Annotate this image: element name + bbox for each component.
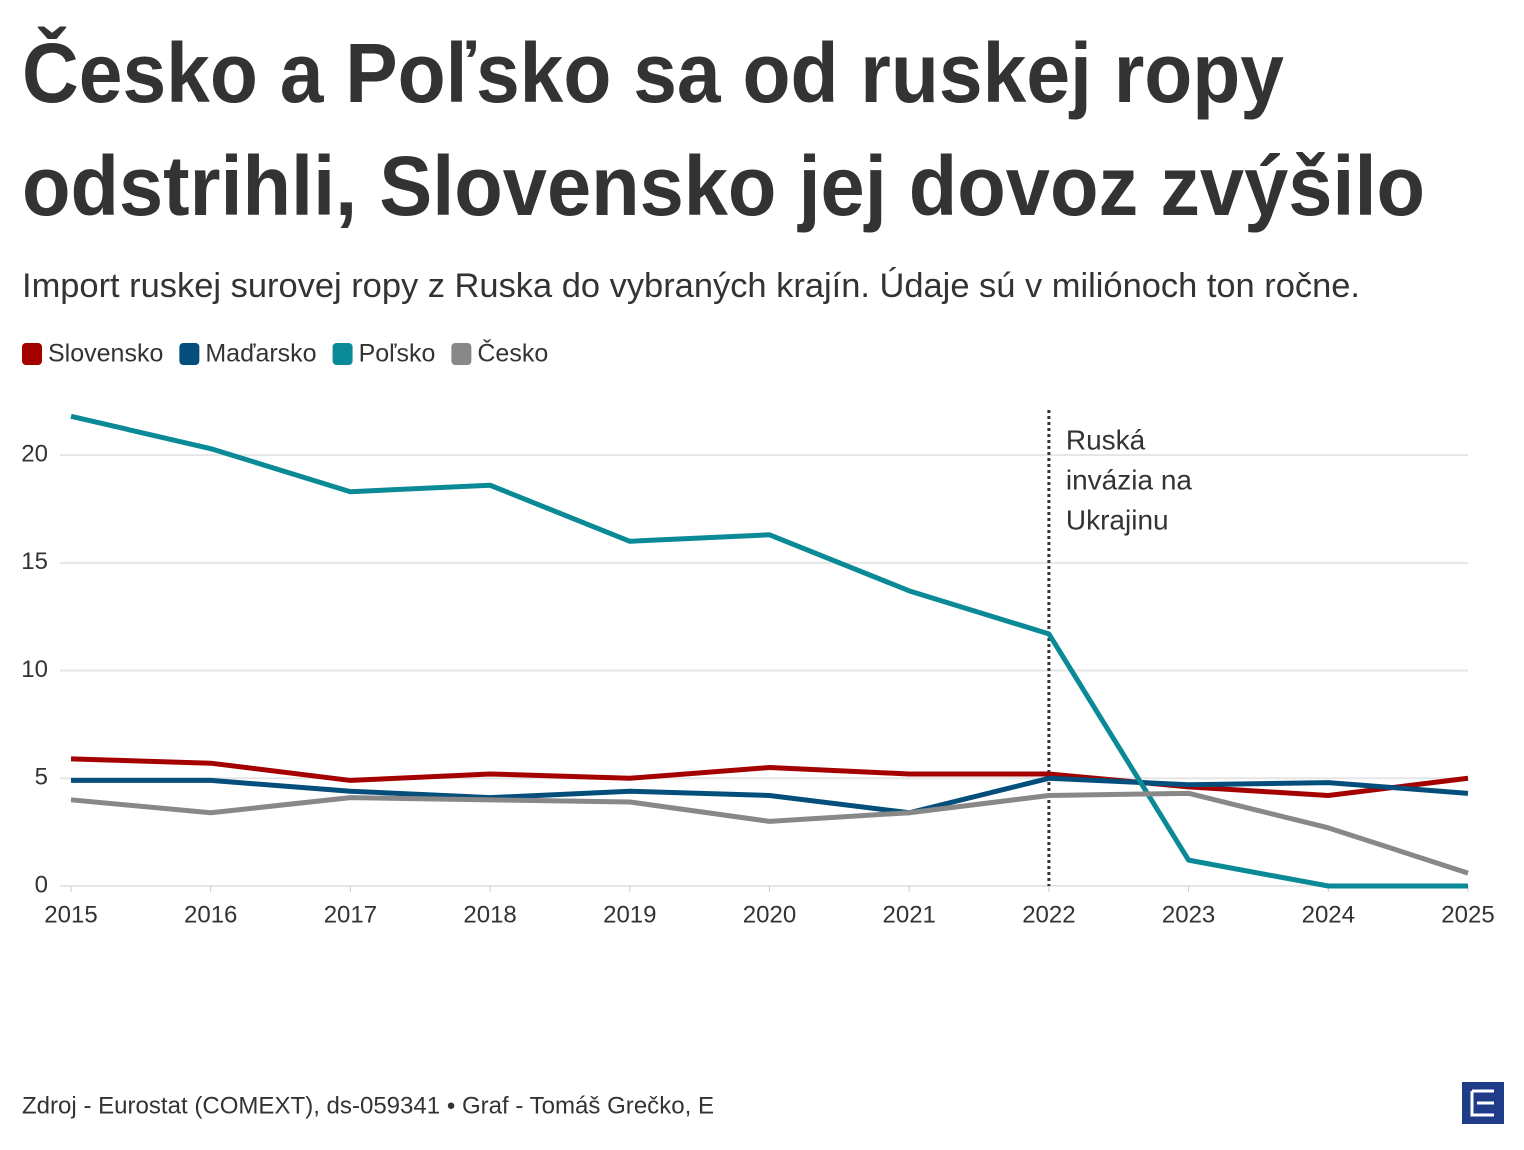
legend-swatch bbox=[332, 343, 353, 365]
y-tick-label: 10 bbox=[21, 656, 48, 683]
legend-swatch bbox=[179, 343, 200, 365]
x-tick-label: 2016 bbox=[184, 901, 237, 928]
subtitle: Import ruskej surovej ropy z Ruska do vy… bbox=[22, 267, 1360, 305]
chart-title: Česko a Poľsko sa od ruskej ropy bbox=[22, 26, 1284, 120]
legend-label: Česko bbox=[477, 339, 548, 368]
series-line bbox=[70, 413, 1468, 889]
x-tick-label: 2020 bbox=[743, 901, 796, 928]
series-line bbox=[71, 775, 1469, 816]
chart-title: odstrihli, Slovensko jej dovoz zvýšilo bbox=[22, 139, 1425, 233]
series-line bbox=[70, 790, 1469, 876]
annotation-text: Ukrajinu bbox=[1066, 504, 1169, 535]
x-tick-label: 2023 bbox=[1162, 901, 1215, 928]
legend-label: Maďarsko bbox=[205, 340, 316, 368]
logo bbox=[1462, 1082, 1504, 1124]
legend-label: Poľsko bbox=[359, 340, 436, 368]
x-tick-label: 2015 bbox=[44, 901, 97, 928]
y-tick-label: 0 bbox=[35, 871, 48, 898]
y-tick-label: 20 bbox=[21, 440, 48, 467]
x-tick-label: 2025 bbox=[1441, 901, 1494, 928]
y-tick-label: 5 bbox=[35, 764, 48, 791]
source: Zdroj - Eurostat (COMEXT), ds-059341 • G… bbox=[22, 1092, 714, 1119]
annotation-text: Ruská bbox=[1066, 424, 1146, 455]
annotation-text: invázia na bbox=[1066, 464, 1193, 495]
legend-swatch bbox=[22, 343, 42, 365]
x-tick-label: 2017 bbox=[324, 901, 377, 928]
x-tick-label: 2018 bbox=[463, 901, 516, 928]
series-line bbox=[70, 756, 1469, 799]
x-tick-label: 2021 bbox=[883, 901, 936, 928]
x-tick-label: 2022 bbox=[1022, 901, 1075, 928]
x-tick-label: 2024 bbox=[1302, 901, 1355, 928]
legend-swatch bbox=[451, 343, 472, 365]
legend-label: Slovensko bbox=[48, 340, 163, 368]
y-tick-label: 15 bbox=[21, 548, 48, 575]
x-tick-label: 2019 bbox=[603, 901, 656, 928]
